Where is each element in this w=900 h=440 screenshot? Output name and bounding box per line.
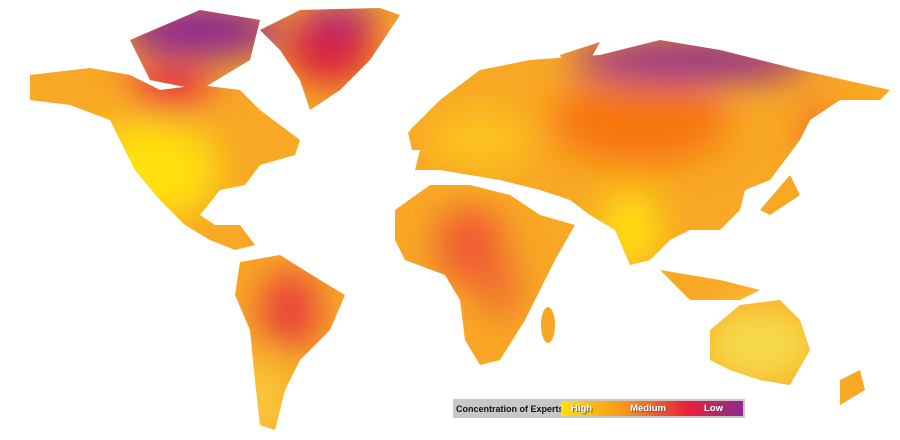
legend-gradient: High Medium Low (561, 401, 743, 416)
legend-label-medium: Medium (630, 403, 666, 414)
legend-title: Concentration of Experts: (456, 403, 567, 414)
legend: Concentration of Experts: High Medium Lo… (453, 399, 745, 418)
legend-label-low: Low (704, 403, 723, 414)
legend-label-high: High (571, 403, 593, 414)
